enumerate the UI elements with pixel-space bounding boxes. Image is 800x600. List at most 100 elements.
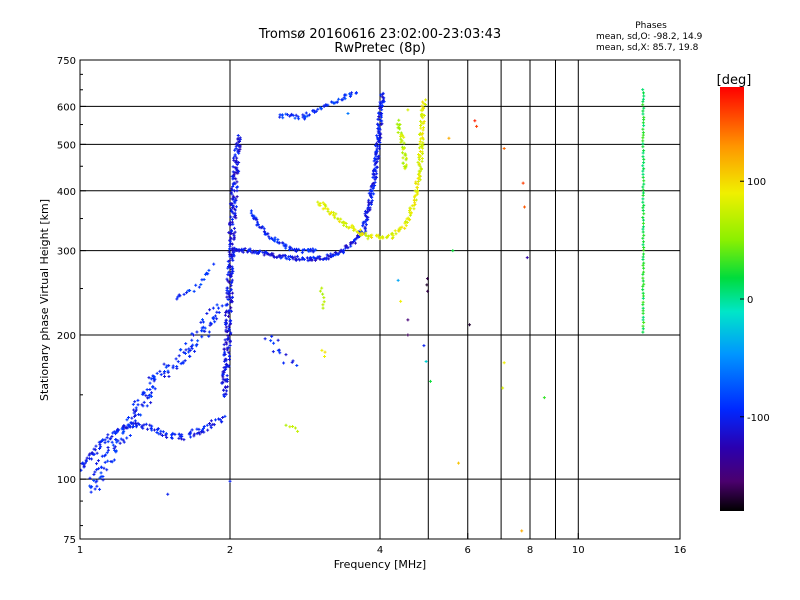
data-point xyxy=(212,262,216,266)
data-point xyxy=(364,223,368,227)
data-point xyxy=(232,232,236,236)
data-point xyxy=(152,428,156,432)
data-point xyxy=(291,359,295,363)
data-point xyxy=(376,122,380,126)
data-point xyxy=(521,181,525,185)
data-point xyxy=(281,116,285,120)
data-point xyxy=(385,235,389,239)
phase-stats-title: Phases xyxy=(635,21,667,31)
data-point xyxy=(373,156,377,160)
data-point xyxy=(451,249,455,253)
data-point xyxy=(396,130,400,134)
data-point xyxy=(167,364,171,368)
data-point xyxy=(315,257,319,261)
data-point xyxy=(297,257,301,261)
data-point xyxy=(104,453,108,457)
data-point xyxy=(226,266,230,270)
data-point xyxy=(323,350,327,354)
data-point xyxy=(288,425,292,429)
data-point xyxy=(188,289,192,293)
data-point xyxy=(126,423,130,427)
y-tick-label: 400 xyxy=(57,187,76,198)
data-point xyxy=(642,266,646,270)
data-point xyxy=(233,189,237,193)
data-point xyxy=(374,160,378,164)
data-point xyxy=(177,432,181,436)
data-point xyxy=(132,408,136,412)
data-point xyxy=(199,320,203,324)
data-point xyxy=(227,263,231,267)
data-point xyxy=(122,429,126,433)
data-point xyxy=(288,257,292,261)
data-point xyxy=(98,476,102,480)
data-point xyxy=(223,321,227,325)
data-point xyxy=(208,308,212,312)
data-point xyxy=(136,398,140,402)
data-point xyxy=(105,436,109,440)
data-point xyxy=(97,467,101,471)
data-point xyxy=(199,283,203,287)
data-point xyxy=(230,209,234,213)
data-point xyxy=(228,243,232,247)
data-point xyxy=(183,359,187,363)
data-point xyxy=(213,314,217,318)
data-point xyxy=(267,235,271,239)
data-point xyxy=(90,451,94,455)
data-point xyxy=(205,311,209,315)
data-point xyxy=(114,450,118,454)
data-point xyxy=(269,339,273,343)
data-point xyxy=(208,421,212,425)
data-point xyxy=(182,438,186,442)
data-point xyxy=(642,124,646,128)
data-point xyxy=(229,215,233,219)
y-tick-label: 600 xyxy=(57,102,76,113)
data-point xyxy=(252,251,256,255)
data-point xyxy=(320,348,324,352)
data-point xyxy=(101,478,105,482)
data-point xyxy=(421,131,425,135)
data-point xyxy=(93,448,97,452)
data-point xyxy=(127,415,131,419)
data-point xyxy=(359,228,363,232)
data-point xyxy=(422,102,426,106)
data-point xyxy=(418,178,422,182)
colorbar-unit: [deg] xyxy=(717,73,752,88)
data-point xyxy=(106,440,110,444)
data-point xyxy=(229,208,233,212)
data-point xyxy=(155,431,159,435)
data-point xyxy=(230,202,234,206)
data-point xyxy=(421,112,425,116)
data-point xyxy=(193,349,197,353)
data-point xyxy=(641,303,645,307)
data-point xyxy=(140,424,144,428)
data-point xyxy=(151,374,155,378)
data-point xyxy=(152,379,156,383)
data-point xyxy=(182,292,186,296)
data-point xyxy=(103,438,107,442)
data-point xyxy=(182,350,186,354)
data-point xyxy=(297,247,301,251)
data-point xyxy=(221,380,225,384)
data-point xyxy=(278,254,282,258)
data-point xyxy=(416,160,420,164)
data-point xyxy=(641,255,645,259)
data-point xyxy=(408,207,412,211)
data-point xyxy=(165,436,169,440)
colorbar-tick-label: 100 xyxy=(747,177,766,188)
data-point xyxy=(231,177,235,181)
data-point xyxy=(215,303,219,307)
data-point xyxy=(321,306,325,310)
data-point xyxy=(525,256,529,260)
data-point xyxy=(145,427,149,431)
data-point xyxy=(542,396,546,400)
data-point xyxy=(418,162,422,166)
data-point xyxy=(222,343,226,347)
data-point xyxy=(641,318,645,322)
data-point xyxy=(419,144,423,148)
data-point xyxy=(641,127,645,131)
data-point xyxy=(225,362,229,366)
data-point xyxy=(416,182,420,186)
data-point xyxy=(349,241,353,245)
data-point xyxy=(642,270,646,274)
data-point xyxy=(378,100,382,104)
